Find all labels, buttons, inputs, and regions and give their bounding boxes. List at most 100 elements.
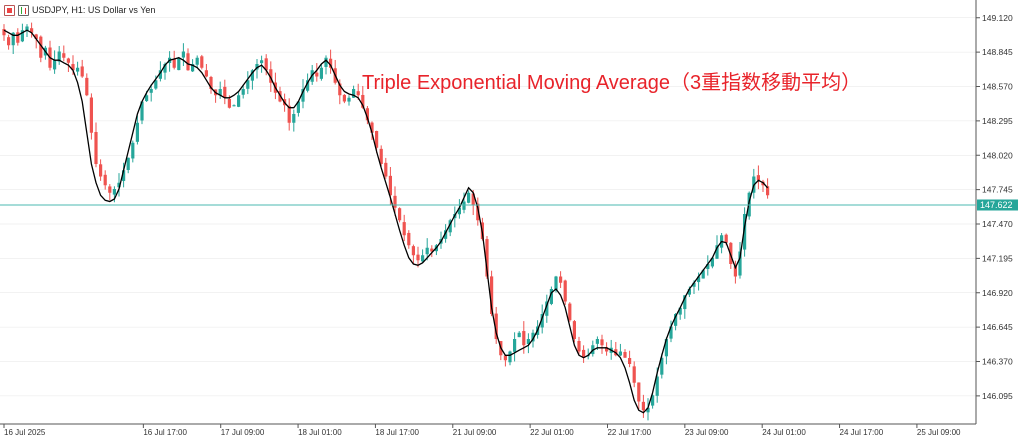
- candle-body: [623, 352, 627, 358]
- candle-body: [697, 276, 701, 283]
- candle-body: [393, 195, 397, 208]
- x-tick-label: 17 Jul 09:00: [221, 428, 265, 437]
- symbol-label: USDJPY, H1: US Dollar vs Yen: [32, 5, 156, 15]
- x-tick-label: 25 Jul 09:00: [917, 428, 961, 437]
- candle-body: [549, 289, 553, 304]
- x-tick-label: 22 Jul 01:00: [530, 428, 574, 437]
- candle-body: [34, 34, 38, 39]
- candle-body: [306, 80, 310, 91]
- candle-body: [232, 105, 236, 107]
- y-tick-label: 147.470: [982, 219, 1013, 229]
- candle-body: [99, 164, 103, 177]
- candle-body: [191, 64, 195, 72]
- candle-body: [163, 64, 167, 73]
- candle-body: [595, 339, 599, 344]
- candle-body: [683, 295, 687, 310]
- candle-body: [342, 94, 346, 102]
- x-tick-label: 16 Jul 17:00: [143, 428, 187, 437]
- candle-body: [255, 64, 259, 70]
- candle-body: [39, 36, 43, 58]
- candle-body: [715, 245, 719, 259]
- candle-body: [388, 175, 392, 196]
- y-tick-label: 146.645: [982, 322, 1013, 332]
- candle-body: [572, 321, 576, 339]
- y-tick-label: 148.020: [982, 150, 1013, 160]
- candle-body: [365, 108, 369, 121]
- candle-body: [181, 51, 185, 58]
- chart-header: USDJPY, H1: US Dollar vs Yen: [4, 3, 155, 17]
- candle-body: [356, 91, 360, 96]
- y-tick-label: 146.920: [982, 288, 1013, 298]
- candle-body: [108, 186, 112, 193]
- candle-body: [605, 347, 609, 352]
- y-tick-label: 149.120: [982, 13, 1013, 23]
- candle-body: [370, 122, 374, 133]
- candle-body: [766, 186, 770, 196]
- candle-body: [319, 67, 323, 79]
- candle-body: [651, 395, 655, 406]
- candle-body: [264, 58, 268, 71]
- y-tick-label: 148.845: [982, 47, 1013, 57]
- chart-window-icon[interactable]: [4, 4, 15, 16]
- candle-body: [738, 251, 742, 276]
- candle-body: [315, 72, 319, 77]
- candle-body: [568, 303, 572, 321]
- y-tick-label: 147.195: [982, 253, 1013, 263]
- y-tick-label: 148.570: [982, 82, 1013, 92]
- candle-body: [209, 76, 213, 89]
- candle-body: [246, 80, 250, 89]
- candle-body: [490, 276, 494, 314]
- candle-body: [103, 174, 107, 186]
- x-tick-label: 18 Jul 01:00: [298, 428, 342, 437]
- candle-body: [177, 57, 181, 71]
- candle-body: [292, 114, 296, 123]
- current-price-marker: 147.622: [0, 199, 1018, 211]
- candle-body: [250, 70, 254, 81]
- tema-line: [3, 29, 769, 414]
- candle-body: [301, 89, 305, 102]
- candle-body: [62, 53, 66, 58]
- candle-body: [485, 239, 489, 277]
- candle-body: [706, 264, 710, 270]
- x-tick-label: 23 Jul 09:00: [685, 428, 729, 437]
- candle-body: [664, 339, 668, 357]
- candle-body: [540, 314, 544, 328]
- candle-body: [53, 60, 57, 70]
- candle-body: [457, 207, 461, 215]
- candle-body: [260, 60, 264, 64]
- candle-body: [149, 89, 153, 93]
- x-tick-label: 18 Jul 17:00: [375, 428, 419, 437]
- candle-body: [154, 80, 158, 89]
- candle-body: [628, 357, 632, 364]
- y-tick-label: 146.095: [982, 391, 1013, 401]
- candle-body: [687, 289, 691, 295]
- candle-body: [71, 64, 75, 71]
- candlestick-icon[interactable]: [18, 4, 29, 16]
- candle-body: [444, 230, 448, 239]
- candle-body: [384, 162, 388, 177]
- axes: [0, 0, 977, 425]
- candle-body: [57, 51, 61, 62]
- candle-body: [85, 77, 89, 96]
- candle-body: [692, 282, 696, 287]
- candle-body: [402, 222, 406, 236]
- candle-body: [375, 130, 379, 148]
- candle-body: [296, 101, 300, 113]
- candle-body: [494, 313, 498, 339]
- candle-body: [122, 170, 126, 181]
- candle-body: [135, 122, 139, 142]
- x-tick-label: 22 Jul 17:00: [607, 428, 651, 437]
- candle-body: [632, 366, 636, 383]
- chart-annotation: Triple Exponential Moving Average（3重指数移動…: [362, 72, 862, 94]
- candle-body: [25, 26, 29, 31]
- candle-body: [172, 59, 176, 68]
- candle-body: [112, 189, 116, 195]
- x-tick-label: 16 Jul 2025: [4, 428, 46, 437]
- candle-body: [701, 270, 705, 279]
- candle-body: [2, 29, 6, 36]
- candle-body: [30, 28, 34, 33]
- candle-body: [237, 95, 241, 107]
- candle-body: [140, 101, 144, 121]
- candle-body: [338, 83, 342, 96]
